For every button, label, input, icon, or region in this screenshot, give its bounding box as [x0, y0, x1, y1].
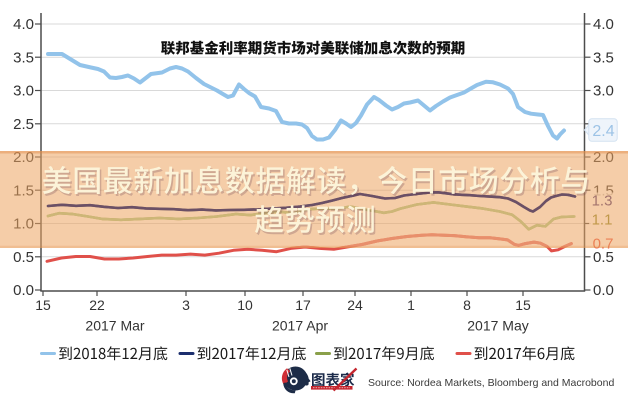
svg-text:2017 Mar: 2017 Mar: [85, 318, 144, 334]
svg-text:0.5: 0.5: [13, 249, 34, 266]
svg-text:3: 3: [182, 297, 190, 313]
svg-text:8: 8: [463, 297, 471, 313]
svg-text:3.5: 3.5: [593, 50, 614, 67]
svg-text:1: 1: [407, 297, 415, 313]
svg-text:0.0: 0.0: [593, 282, 614, 299]
svg-text:15: 15: [35, 297, 51, 313]
svg-text:2017 May: 2017 May: [467, 318, 528, 334]
svg-text:17: 17: [295, 297, 311, 313]
svg-text:24: 24: [347, 297, 363, 313]
svg-text:3.0: 3.0: [13, 83, 34, 100]
svg-text:Source: Nordea Markets, Bloomb: Source: Nordea Markets, Bloomberg and Ma…: [368, 377, 614, 389]
svg-text:4.0: 4.0: [13, 16, 34, 33]
svg-text:2017 Apr: 2017 Apr: [272, 318, 328, 334]
svg-text:0.5: 0.5: [593, 249, 614, 266]
svg-text:0.0: 0.0: [13, 282, 34, 299]
svg-text:3.0: 3.0: [593, 83, 614, 100]
svg-text:3.5: 3.5: [13, 50, 34, 67]
svg-text:10: 10: [237, 297, 253, 313]
svg-text:2.5: 2.5: [13, 116, 34, 133]
svg-text:15: 15: [515, 297, 531, 313]
svg-text:4.0: 4.0: [593, 16, 614, 33]
svg-text:22: 22: [89, 297, 105, 313]
svg-text:2.4: 2.4: [592, 123, 614, 140]
